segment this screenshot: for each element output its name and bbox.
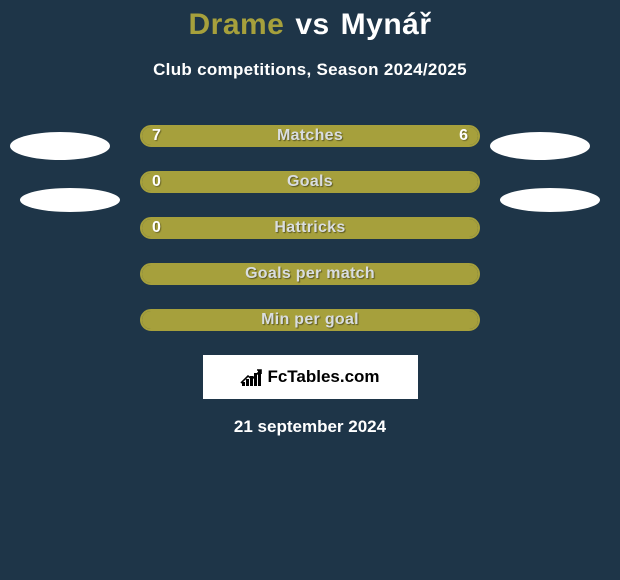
- fill-right: [323, 127, 478, 145]
- fill-left: [142, 173, 310, 191]
- player1-avatar-head: [10, 132, 110, 160]
- stat-pill: 0 Goals: [140, 171, 480, 193]
- stat-row-goals_per_match: Goals per match: [140, 263, 480, 285]
- player1-avatar-body: [20, 188, 120, 212]
- brand-chart-icon: [240, 368, 262, 386]
- stat-label: Goals per match: [245, 265, 375, 283]
- brand-text: FcTables.com: [267, 367, 379, 387]
- brand-box[interactable]: FcTables.com: [203, 355, 418, 399]
- stat-label: Hattricks: [274, 219, 345, 237]
- stat-label: Min per goal: [261, 311, 359, 329]
- subtitle: Club competitions, Season 2024/2025: [0, 60, 620, 80]
- stat-label: Goals: [287, 173, 333, 191]
- comparison-content: 7 6 Matches 0 Goals 0 Hattricks Goals per match…: [0, 125, 620, 437]
- player2-avatar-body: [500, 188, 600, 212]
- stat-row-min_per_goal: Min per goal: [140, 309, 480, 331]
- value-left: 0: [152, 173, 161, 191]
- vs-label: vs: [295, 8, 329, 41]
- date-line: 21 september 2024: [0, 417, 620, 437]
- stat-row-goals: 0 Goals: [140, 171, 480, 193]
- value-left: 0: [152, 219, 161, 237]
- value-left: 7: [152, 127, 161, 145]
- fill-right: [310, 173, 478, 191]
- stat-row-hattricks: 0 Hattricks: [140, 217, 480, 239]
- player1-name: Drame: [188, 8, 284, 41]
- stat-pill: 0 Hattricks: [140, 217, 480, 239]
- player2-avatar-head: [490, 132, 590, 160]
- comparison-title: Drame vs Mynář: [0, 0, 620, 42]
- stat-label: Matches: [277, 127, 343, 145]
- value-right: 6: [459, 127, 468, 145]
- brand-logo: FcTables.com: [240, 367, 379, 387]
- stat-pill: Goals per match: [140, 263, 480, 285]
- stat-pill: Min per goal: [140, 309, 480, 331]
- player2-name: Mynář: [341, 8, 432, 41]
- stat-row-matches: 7 6 Matches: [140, 125, 480, 147]
- stat-pill: 7 6 Matches: [140, 125, 480, 147]
